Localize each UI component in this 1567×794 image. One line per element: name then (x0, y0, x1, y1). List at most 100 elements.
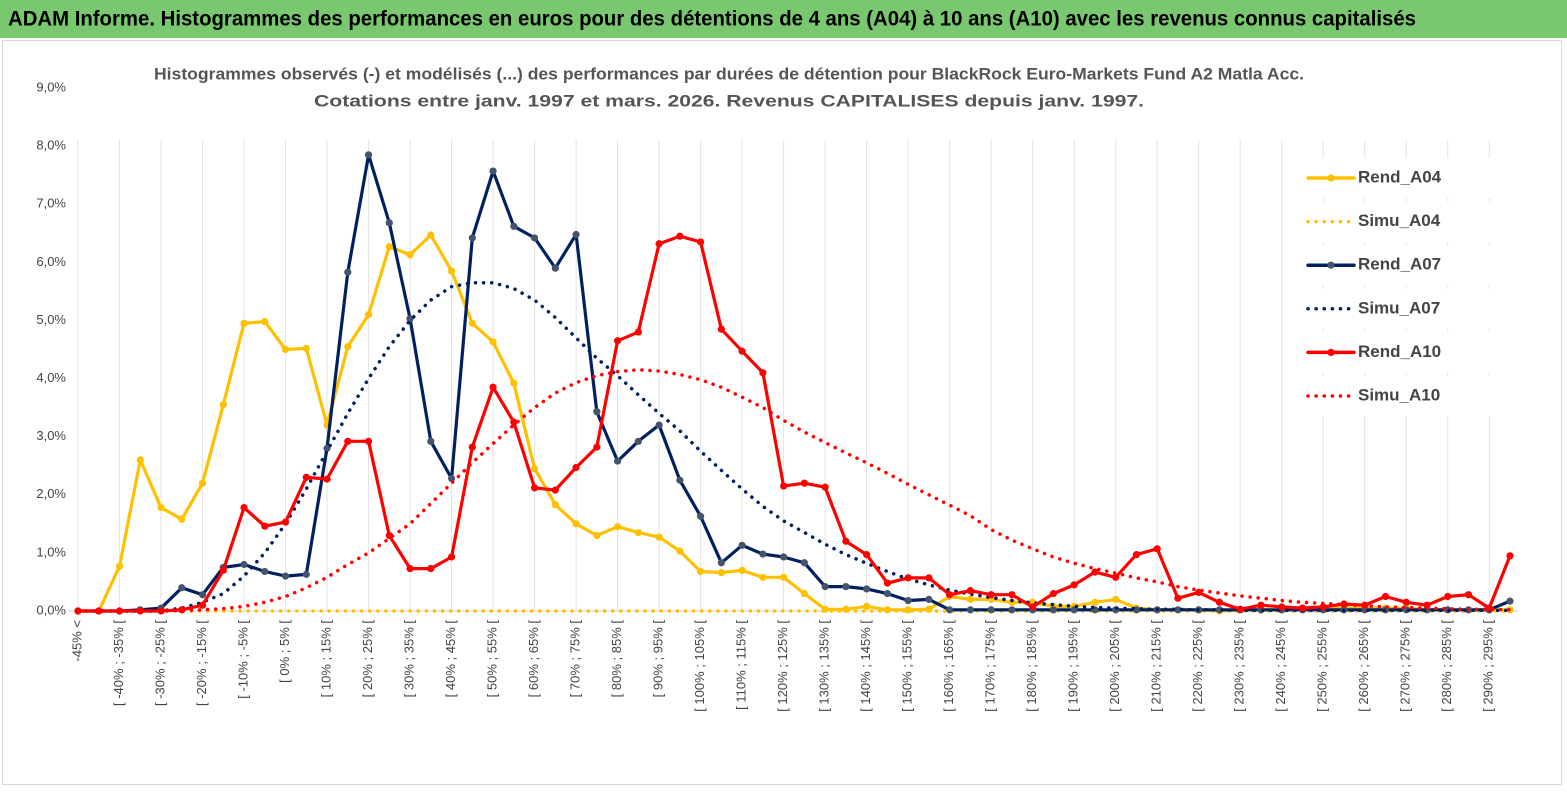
x-tick-label: [ 160% ; 165% [ (941, 620, 956, 712)
data-point (364, 311, 373, 319)
x-tick-label: -45% < (69, 620, 84, 662)
data-point (593, 408, 601, 416)
data-point (1112, 595, 1120, 603)
data-point (1070, 581, 1078, 589)
y-tick-label: 9,0% (36, 79, 66, 94)
data-point (1464, 591, 1473, 599)
legend-label: Simu_A07 (1358, 298, 1440, 317)
data-point (1215, 606, 1224, 614)
data-point (697, 512, 705, 520)
data-point (510, 418, 518, 426)
data-point (1091, 568, 1099, 576)
x-tick-label: [ 110% ; 115% [ (734, 620, 749, 710)
data-point (198, 601, 207, 609)
data-point (178, 515, 186, 523)
series-line (76, 153, 1512, 613)
data-point (136, 456, 144, 464)
data-point (510, 379, 518, 387)
data-point (489, 338, 497, 346)
data-point (281, 345, 290, 354)
data-point (302, 344, 310, 352)
series-line (76, 368, 1512, 613)
chart-title: Histogrammes observés (-) et modélisés (… (154, 64, 1304, 83)
data-point (655, 240, 663, 248)
data-point (1008, 591, 1016, 599)
x-tick-label: [ 190% ; 195% [ (1066, 620, 1081, 712)
x-tick-label: [ -30% ; -25% [ (152, 620, 167, 706)
data-point (987, 591, 995, 599)
data-point (1174, 606, 1182, 614)
data-point (530, 234, 539, 242)
data-point (261, 522, 269, 530)
data-point (468, 443, 476, 451)
data-point (157, 607, 165, 615)
data-point (1049, 589, 1058, 598)
data-point (136, 607, 144, 615)
x-tick-label: [ 280% ; 285% [ (1439, 620, 1454, 712)
data-point (697, 238, 705, 246)
data-point (1091, 598, 1099, 606)
data-point (966, 587, 975, 595)
x-tick-label: [ 170% ; 175% [ (983, 620, 998, 712)
data-point (385, 531, 393, 540)
data-point (385, 243, 393, 251)
data-point (676, 547, 684, 555)
series-line (76, 234, 1512, 613)
data-point (489, 383, 497, 391)
data-point (1029, 603, 1037, 611)
data-point (655, 421, 663, 429)
series-line (76, 280, 1512, 613)
series-line (76, 233, 1512, 613)
data-point (904, 596, 912, 605)
data-point (1257, 601, 1265, 609)
data-point (572, 230, 580, 239)
data-point (863, 602, 871, 610)
data-point (759, 550, 767, 558)
data-point (427, 231, 435, 239)
data-point (157, 503, 165, 512)
data-point (219, 566, 227, 574)
data-point (655, 533, 663, 541)
x-tick-label: [ 220% ; 225% [ (1190, 620, 1205, 712)
x-tick-label: [ 90% ; 95% [ (651, 620, 666, 698)
y-tick-label: 3,0% (36, 428, 66, 443)
data-point (530, 465, 539, 473)
data-point (364, 437, 373, 445)
data-point (717, 569, 725, 577)
x-tick-label: [ 80% ; 85% [ (609, 620, 624, 698)
data-point (447, 474, 456, 483)
data-point (800, 559, 808, 567)
data-point (261, 567, 269, 576)
data-point (863, 585, 871, 593)
data-point (883, 589, 891, 598)
data-point (613, 337, 622, 345)
x-tick-label: [ 260% ; 265% [ (1356, 620, 1371, 712)
data-point (904, 606, 912, 614)
data-point (1174, 594, 1182, 602)
data-point (323, 475, 331, 483)
chart-frame (2, 40, 1562, 785)
x-tick-label: [ 120% ; 125% [ (775, 620, 790, 712)
data-point (759, 369, 767, 377)
data-point (551, 486, 559, 494)
data-point (261, 318, 269, 326)
y-tick-label: 7,0% (36, 196, 66, 211)
data-point (1132, 551, 1141, 559)
data-point (634, 437, 642, 445)
x-tick-label: [ 200% ; 205% [ (1107, 620, 1122, 712)
data-point (427, 564, 435, 573)
data-point (468, 319, 476, 327)
x-tick-label: [ 180% ; 185% [ (1024, 620, 1039, 712)
x-tick-label: [ 290% ; 295% [ (1481, 620, 1496, 712)
x-tick-label: [ 70% ; 75% [ (568, 620, 583, 698)
data-point (800, 479, 808, 487)
data-point (406, 251, 414, 259)
y-tick-label: 4,0% (36, 370, 66, 385)
x-tick-label: [ -20% ; -15% [ (194, 620, 209, 706)
data-point (302, 473, 310, 481)
x-tick-label: [ -40% ; -35% [ (111, 620, 126, 706)
legend-label: Rend_A04 (1358, 167, 1442, 186)
data-point (738, 347, 746, 355)
data-point (593, 443, 601, 451)
